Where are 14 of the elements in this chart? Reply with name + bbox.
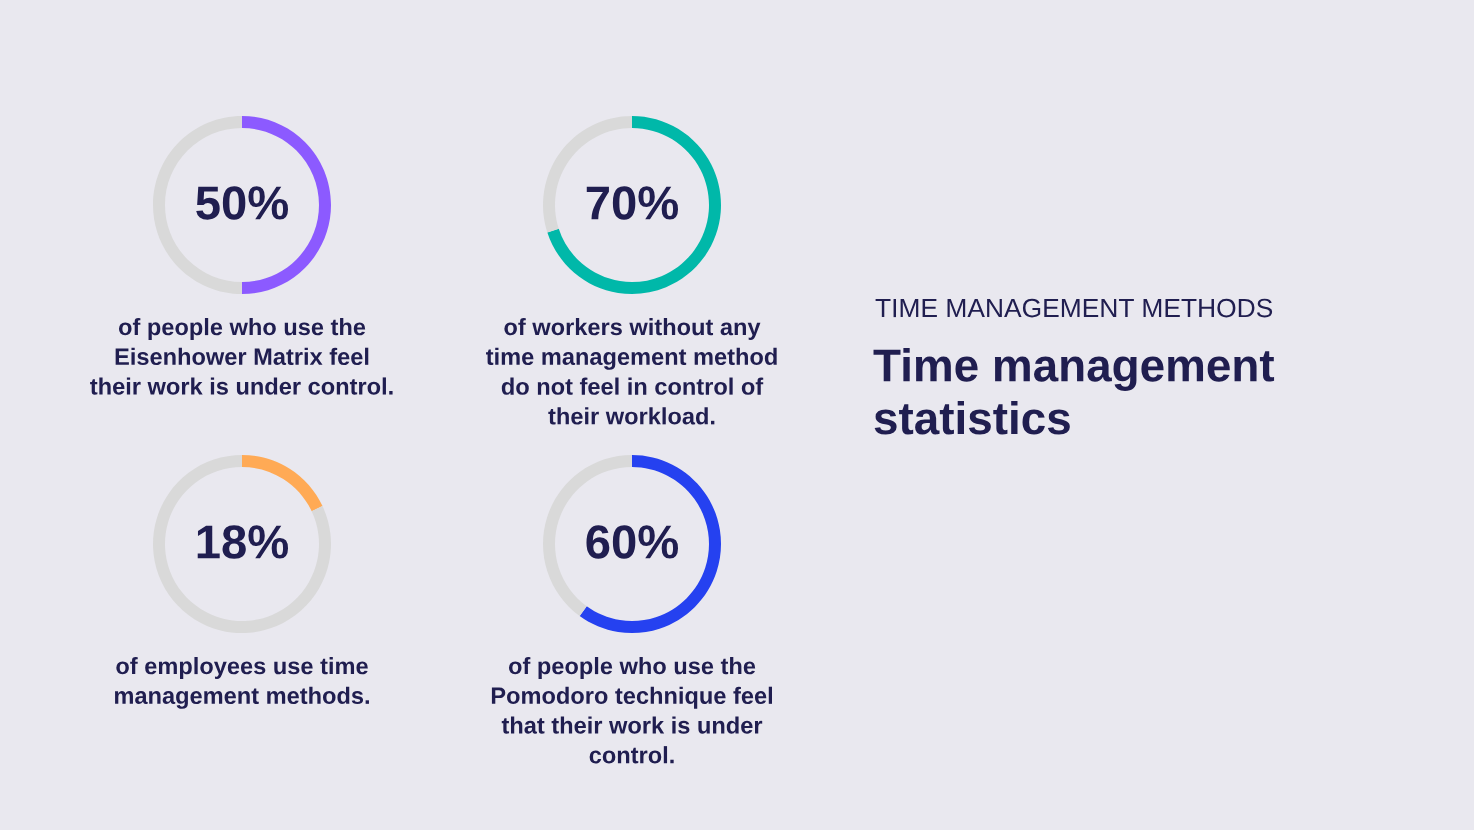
text: Time management statistics	[873, 348, 1275, 435]
donut-slice	[242, 455, 323, 512]
text: of workers without any time management method do not feel in control of their workload.	[486, 318, 777, 425]
text: of employees use time management methods.	[114, 657, 369, 709]
donut-slice	[547, 116, 721, 294]
data-label: 18%	[197, 525, 289, 559]
text: of people who use the Eisenhower Matrix feel their work is under control.	[90, 318, 393, 395]
data-label: 70%	[586, 186, 679, 220]
data-label: 50%	[196, 186, 289, 220]
text: TIME MANAGEMENT METHODS	[875, 298, 1273, 318]
donut-slice	[153, 455, 331, 633]
text: of people who use the Pomodoro technique feel that their work is under control.	[491, 657, 773, 764]
donut-slice	[579, 455, 721, 633]
data-label: 60%	[586, 525, 679, 559]
